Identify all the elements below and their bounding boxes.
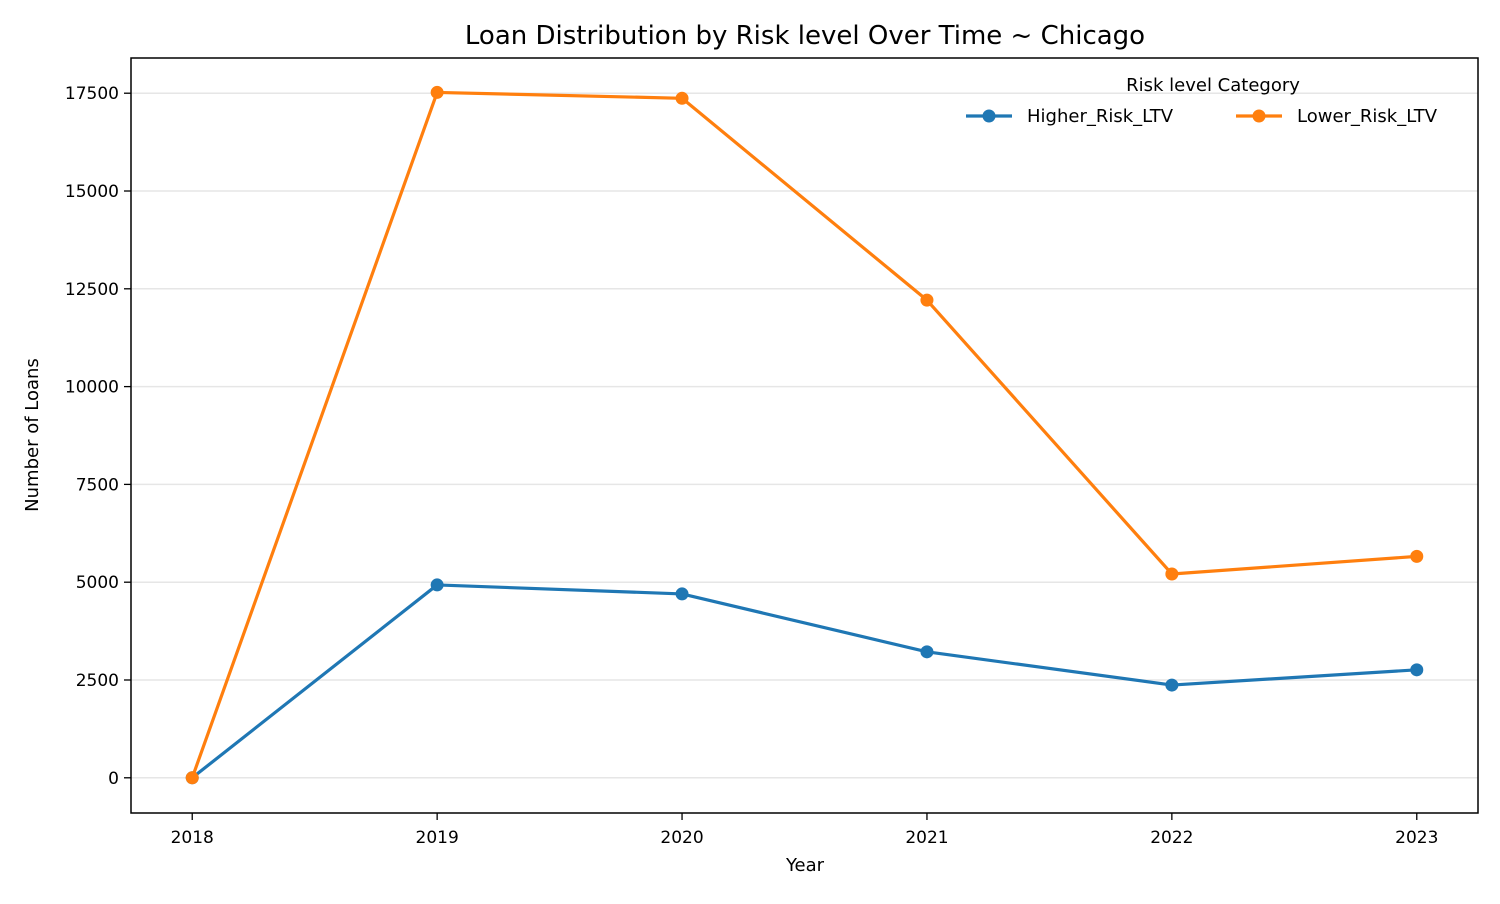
- data-point: [1410, 549, 1424, 563]
- x-tick-label: 2019: [416, 828, 459, 848]
- y-tick-label: 2500: [76, 671, 119, 691]
- x-tick-label: 2021: [905, 828, 948, 848]
- data-point: [920, 645, 934, 659]
- legend-marker: [982, 109, 996, 123]
- grid-layer: [131, 92, 1478, 779]
- data-point: [1165, 567, 1179, 581]
- x-tick-label: 2018: [171, 828, 214, 848]
- series-line: [191, 583, 1417, 780]
- x-axis-label: Year: [785, 855, 825, 876]
- legend-label: Lower_Risk_LTV: [1297, 106, 1438, 127]
- y-tick-label: 10000: [65, 378, 119, 398]
- data-point: [430, 85, 444, 99]
- y-axis-label: Number of Loans: [22, 358, 43, 512]
- data-point: [185, 771, 199, 785]
- data-point: [675, 587, 689, 601]
- x-tick-label: 2023: [1395, 828, 1438, 848]
- y-tick-label: 17500: [65, 84, 119, 104]
- y-axis: 0 2500 5000 7500 10000 12500 15000 17500: [65, 84, 131, 789]
- y-tick-label: 0: [108, 769, 119, 789]
- y-tick-label: 7500: [76, 475, 119, 495]
- plot-frame: [130, 57, 1479, 814]
- data-point: [920, 293, 934, 307]
- y-tick-label: 12500: [65, 280, 119, 300]
- data-point: [1165, 678, 1179, 692]
- x-tick-label: 2022: [1150, 828, 1193, 848]
- legend-entry: Lower_Risk_LTV: [1236, 106, 1438, 127]
- y-tick-label: 5000: [76, 573, 119, 593]
- legend-marker: [1252, 109, 1266, 123]
- x-tick-label: 2020: [660, 828, 703, 848]
- legend-title: Risk level Category: [1126, 75, 1300, 96]
- x-axis: 2018 2019 2020 2021 2022 2023: [171, 813, 1438, 848]
- series-layer: [185, 85, 1424, 785]
- legend-entry: Higher_Risk_LTV: [966, 106, 1174, 127]
- legend-label: Higher_Risk_LTV: [1027, 106, 1174, 127]
- data-point: [675, 91, 689, 105]
- series-lower-risk-ltv: [185, 85, 1424, 785]
- series-line: [190, 90, 1417, 779]
- legend: Risk level Category Higher_Risk_LTV Lower…: [966, 75, 1438, 127]
- data-point: [430, 578, 444, 592]
- chart-title: Loan Distribution by Risk level Over Tim…: [465, 21, 1145, 51]
- data-point: [1410, 663, 1424, 677]
- y-tick-label: 15000: [65, 182, 119, 202]
